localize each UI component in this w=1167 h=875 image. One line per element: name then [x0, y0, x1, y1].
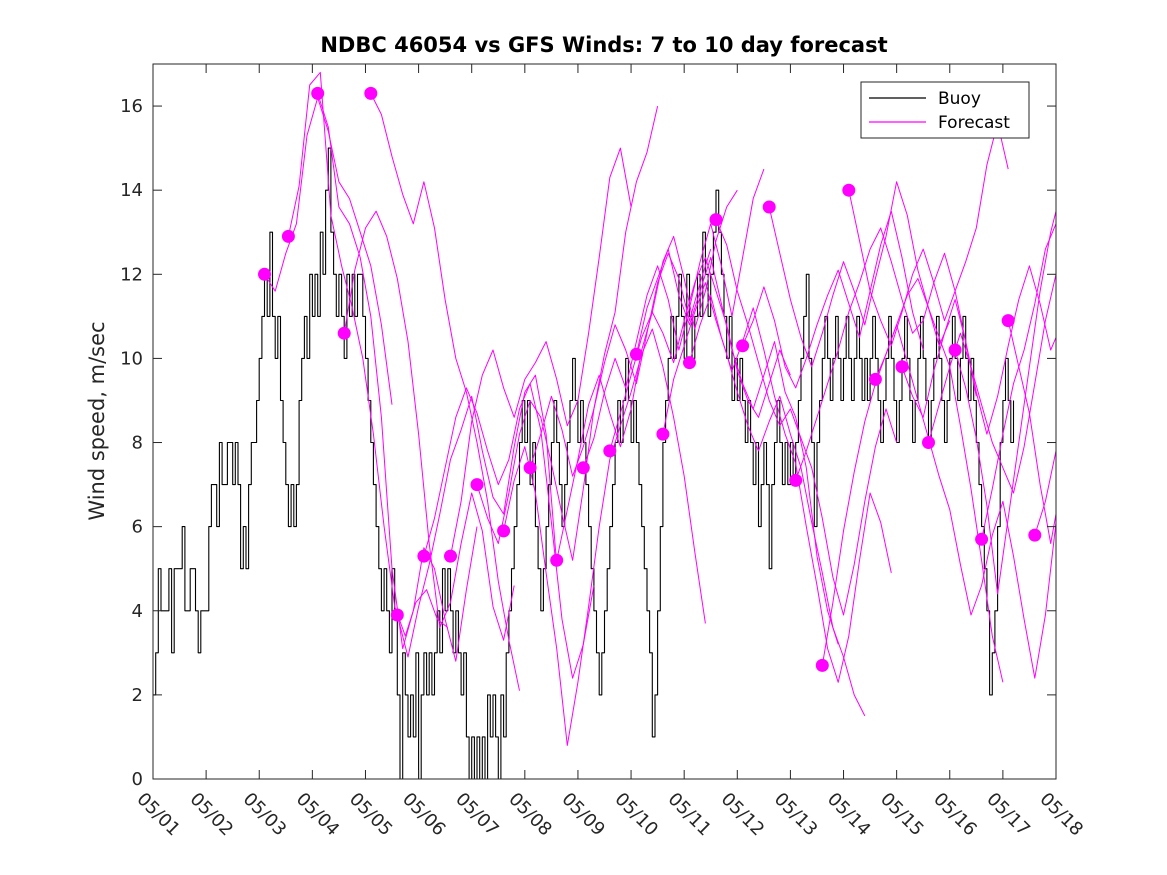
forecast-series-line-14: [609, 257, 791, 452]
forecast-marker-layer: [258, 86, 1042, 672]
forecast-start-marker-15: [656, 427, 670, 441]
forecast-start-marker-22: [842, 183, 856, 197]
plot-frame: [152, 63, 1057, 780]
forecast-series-line-27: [954, 211, 1057, 595]
forecast-series-line-15: [635, 248, 839, 645]
forecast-start-marker-24: [895, 360, 909, 374]
forecast-start-marker-12: [576, 461, 590, 475]
forecast-series-line-11: [529, 248, 712, 477]
forecast-start-marker-20: [789, 473, 803, 487]
forecast-start-marker-19: [762, 200, 776, 214]
forecast-series-line-13: [582, 168, 765, 468]
y-tick-label-6: 12: [120, 264, 143, 285]
forecast-series-line-10: [503, 328, 706, 746]
forecast-start-marker-13: [603, 444, 617, 458]
y-tick-label-0: 0: [132, 769, 143, 790]
forecast-series-line-22: [821, 278, 1004, 683]
forecast-series-line-19: [742, 210, 924, 389]
forecast-series-line-29: [1007, 320, 1057, 544]
series-layer: [153, 71, 1057, 780]
y-tick-label-5: 10: [120, 348, 143, 369]
forecast-start-marker-2: [311, 86, 325, 100]
plot-area: [153, 64, 1056, 779]
legend-label-buoy: Buoy: [938, 89, 981, 109]
forecast-series-line-24: [874, 324, 1057, 679]
forecast-start-marker-14: [629, 347, 643, 361]
forecast-start-marker-0: [258, 267, 271, 281]
forecast-start-marker-18: [736, 339, 750, 353]
forecast-start-marker-25: [922, 436, 935, 449]
forecast-start-marker-16: [683, 356, 696, 370]
y-tick-label-3: 6: [132, 517, 143, 538]
forecast-start-marker-23: [868, 372, 882, 386]
forecast-start-marker-21: [815, 658, 829, 672]
forecast-series-line-18: [715, 219, 898, 616]
forecast-series-line-4: [343, 210, 515, 641]
forecast-start-marker-28: [1001, 314, 1015, 328]
legend-label-forecast: Forecast: [938, 113, 1010, 133]
forecast-start-marker-7: [444, 549, 457, 563]
forecast-series-line-16: [662, 282, 866, 717]
forecast-start-marker-6: [417, 549, 431, 563]
forecast-series-line-23: [848, 122, 1009, 347]
forecast-series-line-8: [450, 147, 632, 557]
legend-box: [860, 81, 1030, 139]
forecast-start-marker-9: [497, 524, 511, 538]
y-tick-label-2: 4: [132, 601, 143, 622]
forecast-start-marker-11: [550, 553, 564, 567]
forecast-start-marker-27: [975, 532, 989, 546]
forecast-start-marker-3: [337, 326, 351, 340]
forecast-series-line-20: [768, 181, 951, 368]
forecast-start-marker-8: [470, 478, 484, 492]
forecast-series-line-26: [928, 274, 1057, 494]
forecast-series-line-9: [476, 105, 659, 561]
forecast-start-marker-1: [281, 229, 295, 243]
forecast-series-line-25: [901, 265, 1057, 435]
legend: Buoy Forecast: [860, 81, 1030, 139]
forecast-series-line-5: [370, 93, 520, 691]
forecast-series-line-30: [1034, 450, 1057, 536]
forecast-start-marker-29: [1028, 528, 1042, 542]
forecast-series-line-7: [423, 383, 595, 679]
forecast-start-marker-10: [523, 461, 537, 475]
y-tick-label-4: 8: [132, 433, 143, 454]
y-tick-label-8: 16: [120, 96, 143, 117]
forecast-series-line-12: [556, 189, 738, 561]
y-axis-label: Wind speed, m/sec: [85, 321, 109, 520]
y-tick-label-7: 14: [120, 180, 143, 201]
forecast-start-marker-4: [364, 86, 378, 100]
y-tick-label-1: 2: [132, 685, 143, 706]
forecast-series-line-1: [264, 97, 393, 405]
y-axis-ticks: 0 2 4 6 8 10 12 14 16: [120, 96, 1056, 790]
chart-title: NDBC 46054 vs GFS Winds: 7 to 10 day for…: [320, 33, 887, 57]
forecast-series-line-21: [795, 227, 977, 481]
forecast-start-marker-5: [390, 608, 404, 622]
forecast-series-line-17: [689, 294, 892, 683]
forecast-start-marker-26: [948, 343, 962, 357]
forecast-start-marker-17: [709, 213, 723, 227]
buoy-series-line: [153, 147, 1015, 780]
